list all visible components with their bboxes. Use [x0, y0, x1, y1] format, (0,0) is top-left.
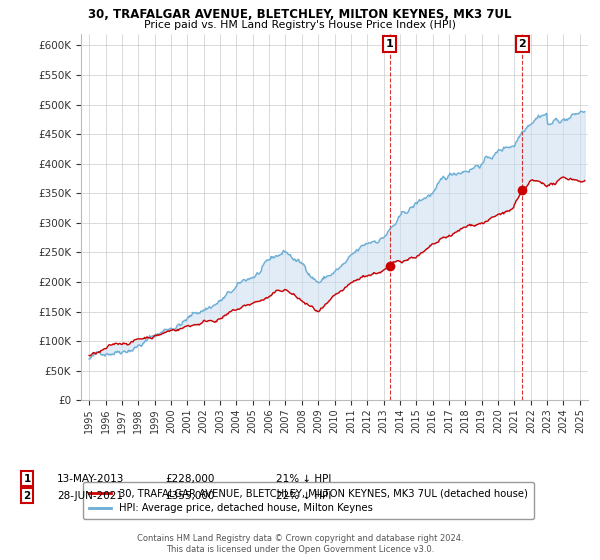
Text: 28-JUN-2021: 28-JUN-2021	[57, 491, 123, 501]
Text: 30, TRAFALGAR AVENUE, BLETCHLEY, MILTON KEYNES, MK3 7UL: 30, TRAFALGAR AVENUE, BLETCHLEY, MILTON …	[88, 8, 512, 21]
Legend: 30, TRAFALGAR AVENUE, BLETCHLEY, MILTON KEYNES, MK3 7UL (detached house), HPI: A: 30, TRAFALGAR AVENUE, BLETCHLEY, MILTON …	[83, 482, 535, 520]
Text: Contains HM Land Registry data © Crown copyright and database right 2024.
This d: Contains HM Land Registry data © Crown c…	[137, 534, 463, 554]
Text: £355,000: £355,000	[165, 491, 214, 501]
Text: 2: 2	[23, 491, 31, 501]
Text: 21% ↓ HPI: 21% ↓ HPI	[276, 474, 331, 484]
Text: Price paid vs. HM Land Registry's House Price Index (HPI): Price paid vs. HM Land Registry's House …	[144, 20, 456, 30]
Text: 22% ↓ HPI: 22% ↓ HPI	[276, 491, 331, 501]
Text: 1: 1	[23, 474, 31, 484]
Text: £228,000: £228,000	[165, 474, 214, 484]
Text: 2: 2	[518, 39, 526, 49]
Text: 1: 1	[386, 39, 394, 49]
Text: 13-MAY-2013: 13-MAY-2013	[57, 474, 124, 484]
